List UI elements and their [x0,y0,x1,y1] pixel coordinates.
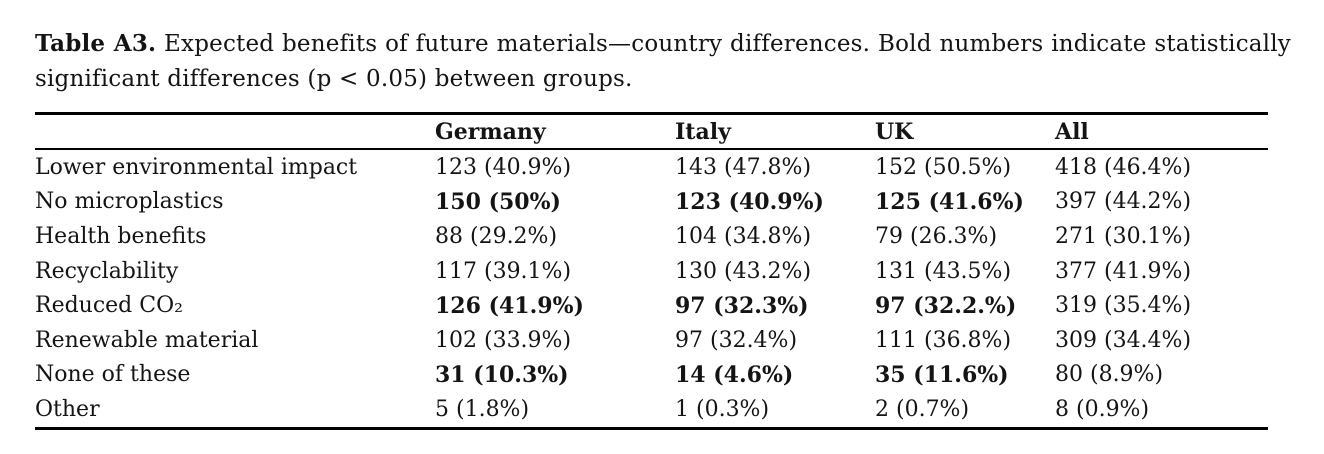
table-row: Reduced CO₂ 126 (41.9%) 97 (32.3%) 97 (32.2… [35,288,1268,323]
data-cell: 79 (26.3%) [875,223,998,249]
data-cell: 111 (36.8%) [875,327,1012,353]
table-row: Lower environmental impact 123 (40.9%) 143… [35,149,1268,185]
data-cell: 397 (44.2%) [1055,189,1192,215]
data-cell: 117 (39.1%) [435,258,572,284]
row-label: No microplastics [35,189,224,215]
table-row: Renewable material 102 (33.9%) 97 (32.4%) 1… [35,323,1268,358]
data-cell: 2 (0.7%) [875,396,970,422]
row-label: Lower environmental impact [35,154,358,180]
table-row: None of these 31 (10.3%) 14 (4.6%) 35 (11.6… [35,358,1268,393]
data-cell: 88 (29.2%) [435,223,558,249]
data-cell: 126 (41.9%) [435,292,584,319]
data-cell: 309 (34.4%) [1055,327,1192,353]
column-header-italy: Italy [675,118,731,145]
table-row: Other 5 (1.8%) 1 (0.3%) 2 (0.7%) 8 (0.9%) [35,392,1268,428]
data-cell: 123 (40.9%) [675,188,824,215]
data-cell: 97 (32.2.%) [875,292,1017,319]
data-cell: 418 (46.4%) [1055,154,1192,180]
row-label: Renewable material [35,327,259,353]
data-cell: 125 (41.6%) [875,188,1024,215]
table-row: No microplastics 150 (50%) 123 (40.9%) 125 … [35,185,1268,220]
table-row: Recyclability 117 (39.1%) 130 (43.2%) 131 (… [35,254,1268,289]
data-cell: 143 (47.8%) [675,154,812,180]
data-cell: 5 (1.8%) [435,396,530,422]
corner-cell [35,114,435,150]
data-cell: 97 (32.3%) [675,292,809,319]
data-cell: 131 (43.5%) [875,258,1012,284]
data-cell: 1 (0.3%) [675,396,770,422]
table-header-row: Germany Italy UK All [35,114,1268,150]
row-label: None of these [35,362,191,388]
data-cell: 102 (33.9%) [435,327,572,353]
data-cell: 80 (8.9%) [1055,362,1164,388]
row-label: Health benefits [35,223,207,249]
column-header-germany: Germany [435,118,546,145]
column-header-uk: UK [875,118,914,145]
data-cell: 150 (50%) [435,188,561,215]
data-cell: 8 (0.9%) [1055,396,1150,422]
data-cell: 152 (50.5%) [875,154,1012,180]
data-cell: 35 (11.6%) [875,361,1009,388]
data-cell: 377 (41.9%) [1055,258,1192,284]
data-cell: 31 (10.3%) [435,361,569,388]
data-cell: 271 (30.1%) [1055,223,1192,249]
paper-page: Table A3. Expected benefits of future ma… [35,26,1291,430]
table-row: Health benefits 88 (29.2%) 104 (34.8%) 79 (… [35,219,1268,254]
row-label: Other [35,396,100,422]
results-table: Germany Italy UK All Lower environmental im… [35,112,1268,430]
data-cell: 130 (43.2%) [675,258,812,284]
row-label: Recyclability [35,258,179,284]
data-cell: 104 (34.8%) [675,223,812,249]
table-caption-label: Table A3. [35,30,157,57]
data-cell: 97 (32.4%) [675,327,798,353]
column-header-all: All [1055,118,1089,145]
data-cell: 319 (35.4%) [1055,293,1192,319]
data-cell: 14 (4.6%) [675,361,794,388]
row-label: Reduced CO₂ [35,293,183,319]
table-caption: Table A3. Expected benefits of future ma… [35,26,1291,97]
table-caption-text: Expected benefits of future materials—co… [35,31,1291,92]
data-cell: 123 (40.9%) [435,154,572,180]
